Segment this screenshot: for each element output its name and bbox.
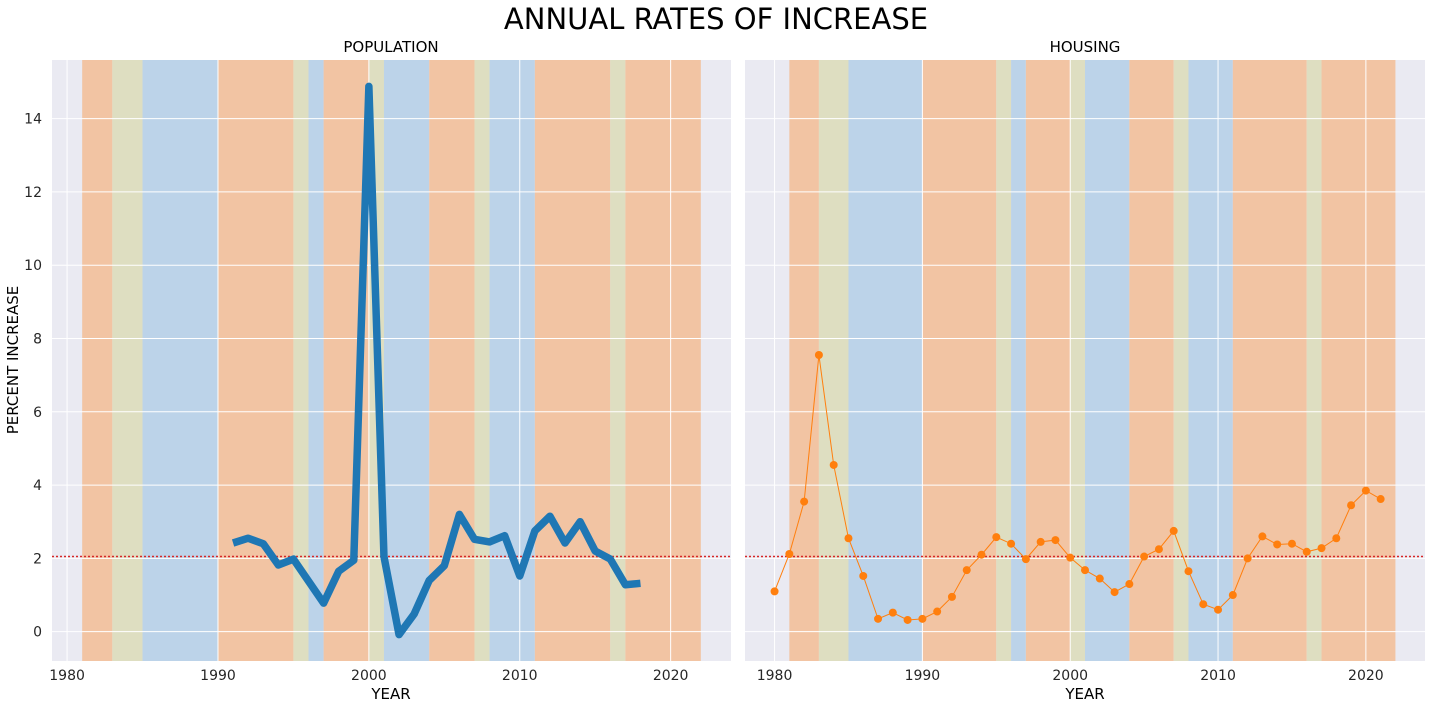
housing-data-point — [992, 533, 1001, 542]
housing-data-point — [1287, 539, 1296, 548]
housing-data-point — [859, 571, 868, 580]
housing-data-point — [770, 587, 779, 596]
population-y-tick-label: 8 — [33, 332, 42, 348]
housing-shaded-band — [1129, 60, 1174, 661]
population-shaded-band — [293, 60, 309, 661]
housing-data-point — [1066, 553, 1075, 562]
housing-data-point — [1081, 566, 1089, 575]
y-axis-label: PERCENT INCREASE — [4, 286, 22, 435]
population-x-tick-label: 2010 — [502, 668, 538, 684]
population-panel-title: POPULATION — [343, 38, 438, 56]
housing-shaded-band — [1232, 60, 1307, 661]
housing-data-point — [1036, 537, 1045, 546]
population-y-tick-label: 14 — [24, 112, 42, 128]
housing-data-point — [1243, 554, 1252, 563]
housing-shaded-band — [1025, 60, 1071, 661]
housing-shaded-band — [1070, 60, 1085, 661]
housing-data-point — [1021, 555, 1030, 564]
housing-data-point — [1376, 495, 1385, 504]
population-y-tick-label: 2 — [33, 551, 42, 567]
housing-data-point — [1332, 534, 1341, 543]
housing-data-point — [1154, 545, 1163, 554]
population-x-tick-label: 1980 — [49, 668, 85, 684]
population-shaded-band — [474, 60, 490, 661]
housing-data-point — [977, 550, 986, 559]
population-y-tick-label: 12 — [24, 185, 42, 201]
population-y-tick-label: 4 — [33, 478, 42, 494]
housing-shaded-band — [1306, 60, 1322, 661]
housing-x-tick-label: 2020 — [1348, 668, 1384, 684]
housing-data-point — [814, 351, 823, 360]
housing-x-axis-label: YEAR — [1064, 685, 1104, 703]
housing-data-point — [1228, 591, 1237, 600]
housing-x-tick-label: 1980 — [757, 668, 793, 684]
housing-data-point — [874, 614, 883, 623]
population-y-tick-label: 0 — [33, 625, 42, 641]
housing-shaded-band — [922, 60, 997, 661]
housing-data-point — [1347, 501, 1356, 510]
housing-shaded-band — [1321, 60, 1396, 661]
housing-x-tick-label: 2010 — [1200, 668, 1236, 684]
housing-shaded-band — [848, 60, 923, 661]
housing-data-point — [1317, 544, 1326, 553]
housing-data-point — [1051, 536, 1060, 545]
housing-data-point — [1095, 574, 1104, 583]
population-x-axis-label: YEAR — [370, 685, 410, 703]
chart-suptitle: ANNUAL RATES OF INCREASE — [504, 2, 928, 36]
housing-shaded-band — [1085, 60, 1130, 661]
housing-data-point — [933, 607, 942, 616]
housing-data-point — [1302, 547, 1311, 556]
housing-data-point — [918, 614, 927, 623]
housing-data-point — [1258, 532, 1267, 541]
population-y-tick-label: 6 — [33, 405, 42, 421]
housing-data-point — [844, 534, 853, 543]
housing-data-point — [962, 566, 971, 575]
housing-data-point — [1169, 526, 1178, 535]
housing-data-point — [1199, 600, 1208, 609]
housing-data-point — [888, 608, 897, 617]
population-x-tick-label: 2000 — [351, 668, 387, 684]
housing-data-point — [1273, 540, 1282, 549]
population-shaded-band — [217, 60, 294, 661]
population-shaded-band — [82, 60, 113, 661]
housing-shaded-band — [996, 60, 1012, 661]
housing-shaded-band — [1188, 60, 1233, 661]
housing-data-point — [947, 592, 956, 601]
housing-data-point — [800, 497, 809, 506]
population-shaded-band — [610, 60, 626, 661]
population-plot-area: 1980 1990 2000 2010 2020 0 2 4 6 8 10 12 14 — [24, 60, 731, 684]
population-series-line — [231, 82, 641, 639]
housing-data-point — [903, 615, 912, 624]
housing-data-point — [1007, 539, 1016, 548]
housing-data-point — [1184, 567, 1193, 576]
population-shaded-band — [429, 60, 475, 661]
housing-data-point — [1361, 486, 1370, 495]
population-x-tick-label: 2020 — [653, 668, 689, 684]
population-shaded-band — [534, 60, 611, 661]
population-shaded-band — [383, 60, 430, 661]
population-x-tick-label: 1990 — [200, 668, 236, 684]
housing-panel-title: HOUSING — [1050, 38, 1121, 56]
housing-plot-area: 1980 1990 2000 2010 2020 — [745, 60, 1425, 684]
housing-x-tick-label: 2000 — [1052, 668, 1088, 684]
housing-shaded-band — [1011, 60, 1026, 661]
housing-data-point — [1125, 580, 1134, 589]
housing-data-point — [785, 549, 794, 558]
population-shaded-band — [489, 60, 535, 661]
population-shaded-band — [112, 60, 143, 661]
housing-data-point — [1110, 588, 1119, 597]
housing-shaded-band — [1173, 60, 1189, 661]
population-shaded-band — [308, 60, 324, 661]
housing-shaded-band — [789, 60, 819, 661]
housing-data-point — [1140, 552, 1149, 561]
housing-data-point — [1214, 605, 1223, 614]
population-shaded-band — [625, 60, 701, 661]
population-shaded-band — [142, 60, 218, 661]
housing-x-tick-label: 1990 — [905, 668, 941, 684]
housing-data-point — [829, 460, 838, 469]
housing-shaded-band — [818, 60, 849, 661]
population-y-tick-label: 10 — [24, 258, 42, 274]
